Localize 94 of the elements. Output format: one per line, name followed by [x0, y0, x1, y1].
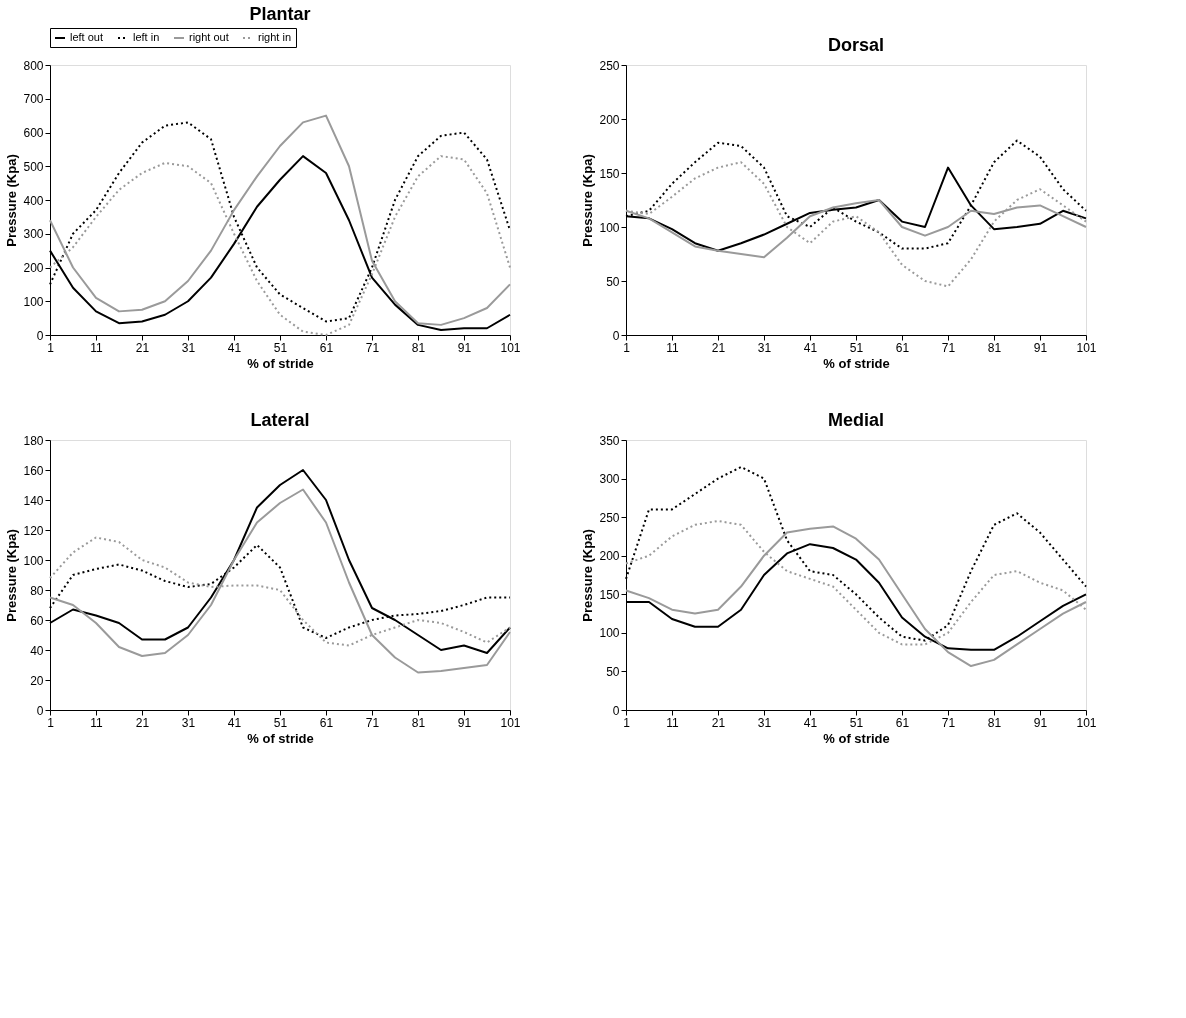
x-axis-title: % of stride [247, 355, 314, 371]
chart-title: Dorsal [827, 35, 885, 55]
x-tick-label: 81 [411, 340, 426, 355]
y-tick-label: 0 [36, 328, 44, 343]
line-series [49, 488, 511, 674]
x-tick-label: 41 [803, 715, 818, 730]
x-tick-label: 101 [1076, 715, 1097, 730]
legend-label: right out [189, 31, 229, 43]
y-tick-label: 300 [23, 227, 44, 242]
y-tick-label: 150 [599, 587, 620, 602]
x-tick-label: 91 [457, 715, 472, 730]
x-tick-label: 61 [319, 340, 334, 355]
y-tick-label: 300 [599, 472, 620, 487]
y-tick-label: 700 [23, 92, 44, 107]
x-tick-label: 81 [987, 340, 1002, 355]
y-tick-label: 200 [23, 261, 44, 275]
y-tick-label: 60 [30, 613, 44, 628]
x-tick-label: 41 [227, 715, 242, 730]
y-tick-label: 500 [23, 159, 44, 174]
chart-title: Lateral [250, 410, 310, 430]
y-tick-label: 200 [599, 549, 620, 564]
x-tick-label: 61 [895, 340, 910, 355]
legend-label: right in [258, 31, 292, 43]
x-tick-label: 71 [941, 340, 956, 355]
y-axis-title: Pressure (Kpa) [580, 529, 596, 622]
x-tick-label: 21 [711, 340, 726, 355]
x-tick-label: 1 [47, 340, 55, 355]
x-tick-label: 71 [941, 715, 956, 730]
y-tick-label: 80 [30, 583, 44, 598]
y-tick-label: 200 [599, 112, 620, 127]
x-tick-label: 81 [987, 715, 1002, 730]
x-axis-title: % of stride [823, 730, 890, 746]
x-tick-label: 101 [1076, 340, 1097, 355]
x-tick-label: 101 [500, 340, 521, 355]
x-tick-label: 21 [711, 715, 726, 730]
x-tick-label: 91 [1033, 715, 1048, 730]
x-tick-label: 61 [895, 715, 910, 730]
y-tick-label: 250 [599, 58, 620, 73]
y-tick-label: 160 [23, 463, 44, 478]
x-tick-label: 1 [47, 715, 55, 730]
x-tick-label: 11 [90, 715, 104, 730]
x-tick-label: 41 [803, 340, 818, 355]
x-tick-label: 71 [365, 340, 380, 355]
y-tick-label: 50 [606, 664, 620, 679]
y-tick-label: 0 [36, 703, 44, 718]
x-tick-label: 41 [227, 340, 242, 355]
y-axis-title: Pressure (Kpa) [4, 154, 20, 247]
x-tick-label: 21 [135, 340, 150, 355]
x-tick-label: 11 [666, 715, 680, 730]
y-tick-label: 400 [23, 193, 44, 208]
y-tick-label: 100 [599, 220, 620, 235]
x-tick-label: 61 [319, 715, 334, 730]
x-tick-label: 71 [365, 715, 380, 730]
x-tick-label: 11 [90, 340, 104, 355]
x-tick-label: 31 [181, 340, 196, 355]
y-tick-label: 120 [23, 523, 44, 538]
x-tick-label: 51 [849, 340, 864, 355]
x-axis-title: % of stride [247, 730, 314, 746]
x-tick-label: 1 [623, 715, 631, 730]
y-tick-label: 140 [23, 493, 44, 508]
x-tick-label: 101 [500, 715, 521, 730]
x-tick-label: 51 [273, 715, 288, 730]
x-tick-label: 31 [757, 340, 772, 355]
y-tick-label: 100 [23, 294, 44, 309]
chart-title: Medial [827, 410, 885, 430]
x-tick-label: 21 [135, 715, 150, 730]
x-tick-label: 91 [457, 340, 472, 355]
y-tick-label: 150 [599, 166, 620, 181]
y-tick-label: 350 [599, 433, 620, 448]
y-tick-label: 800 [23, 58, 44, 73]
x-tick-label: 51 [849, 715, 864, 730]
y-tick-label: 0 [612, 328, 620, 343]
x-tick-label: 11 [666, 340, 680, 355]
y-tick-label: 250 [599, 510, 620, 525]
x-tick-label: 91 [1033, 340, 1048, 355]
x-tick-label: 51 [273, 340, 288, 355]
x-tick-label: 31 [181, 715, 196, 730]
y-tick-label: 50 [606, 274, 620, 289]
y-tick-label: 20 [30, 673, 44, 688]
chart-title: Plantar [249, 3, 311, 24]
x-tick-label: 81 [411, 715, 426, 730]
y-tick-label: 100 [23, 553, 44, 568]
x-axis-title: % of stride [823, 355, 890, 371]
y-tick-label: 0 [612, 703, 620, 718]
y-tick-label: 100 [599, 626, 620, 641]
x-tick-label: 1 [623, 340, 631, 355]
x-tick-label: 31 [757, 715, 772, 730]
y-axis-title: Pressure (Kpa) [4, 529, 20, 622]
y-axis-title: Pressure (Kpa) [580, 154, 596, 247]
y-tick-label: 600 [23, 126, 44, 140]
y-tick-label: 40 [30, 643, 44, 658]
legend-label: left out [70, 31, 104, 43]
y-tick-label: 180 [23, 433, 44, 448]
legend-label: left in [133, 31, 160, 43]
